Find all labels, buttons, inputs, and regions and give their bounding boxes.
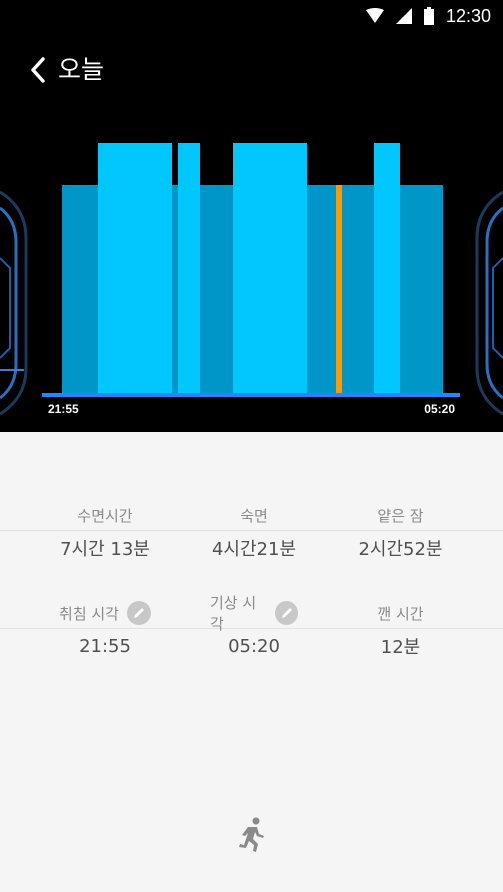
awake-segment [336,185,342,394]
sleep-time-value: 7시간 13분 [60,539,150,560]
chart-baseline [42,393,460,397]
battery-icon [423,7,434,25]
left-gauge-decoration [0,190,28,416]
sleep-times-row: 취침 시각 기상 시각 깬 시간 21:55 05:20 12분 [0,594,503,663]
wake-time-value: 05:20 [228,635,280,657]
wifi-icon [365,8,384,23]
signal-icon [395,8,412,24]
status-bar: 12:30 [0,0,503,32]
status-icons: 12:30 [365,4,491,28]
light-sleep-label: 얕은 잠 [377,506,424,525]
times-labels: 취침 시각 기상 시각 깬 시간 [0,594,503,633]
sleep-stats: 수면시간 숙면 얕은 잠 7시간 13분 4시간21분 2시간52분 취침 시각… [0,432,503,892]
sleep-time-label: 수면시간 [77,506,133,525]
deep-sleep-segment [178,143,200,394]
pencil-icon[interactable] [126,601,151,625]
page-title: 오늘 [58,55,105,84]
wake-time-label: 기상 시각 [210,594,257,633]
wake-time-label-cell: 기상 시각 [210,592,298,634]
bed-time-label: 취침 시각 [59,604,119,623]
right-gauge-decoration [475,190,503,416]
pencil-icon[interactable] [275,601,298,625]
app-bar: 오늘 [0,32,503,108]
divider [0,628,503,629]
running-icon[interactable] [237,817,267,853]
deep-sleep-segment [233,143,307,394]
end-time-label: 05:20 [424,402,455,416]
awake-time-label: 깬 시간 [377,604,424,623]
status-time: 12:30 [445,5,491,26]
deep-sleep-segment [374,143,400,394]
deep-sleep-label: 숙면 [240,506,268,525]
summary-labels: 수면시간 숙면 얕은 잠 [0,502,503,528]
chevron-left-icon[interactable] [24,54,52,86]
start-time-label: 21:55 [48,402,79,416]
times-values: 21:55 05:20 12분 [0,629,503,663]
deep-sleep-value: 4시간21분 [211,539,297,560]
light-sleep-value: 2시간52분 [358,539,443,560]
deep-sleep-segment [98,143,172,394]
bed-time-value: 21:55 [79,635,131,657]
sleep-summary-row: 수면시간 숙면 얕은 잠 7시간 13분 4시간21분 2시간52분 [0,502,503,565]
sleep-chart-svg [0,143,503,416]
summary-values: 7시간 13분 4시간21분 2시간52분 [0,531,503,565]
awake-time-value: 12분 [380,637,421,658]
sleep-chart: 21:55 05:20 [0,108,503,432]
divider [0,530,503,531]
bed-time-label-cell: 취침 시각 [0,601,210,625]
